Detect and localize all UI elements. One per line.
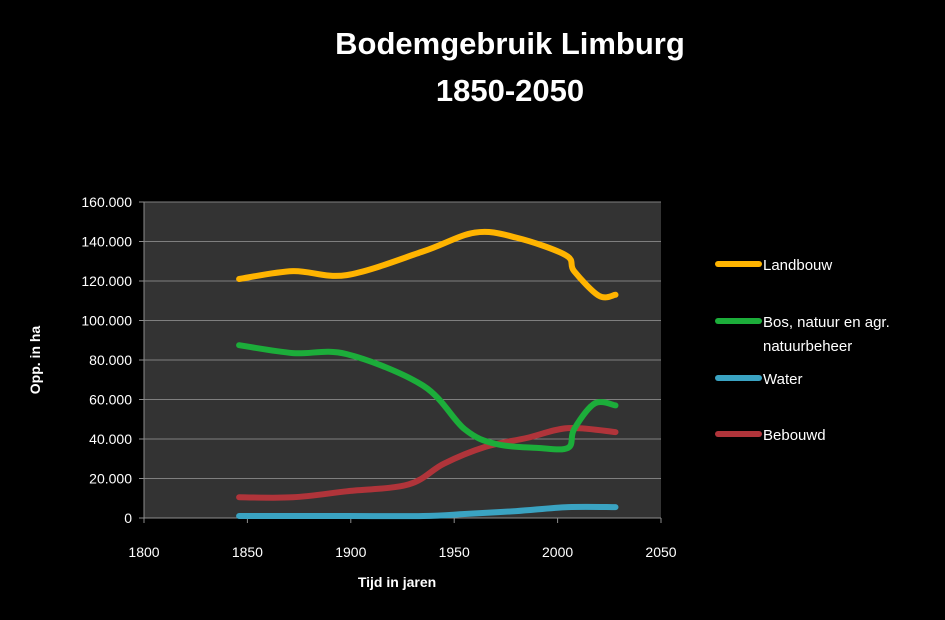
chart-title: Bodemgebruik Limburg 1850-2050 — [335, 26, 685, 108]
series-line-bebouwd — [236, 424, 619, 501]
x-tick-label: 2000 — [542, 544, 573, 560]
legend-label: Water — [763, 371, 802, 388]
legend-item-landbouw: Landbouw — [715, 257, 832, 274]
x-tick-label: 1850 — [232, 544, 263, 560]
y-tick-label: 80.000 — [89, 352, 132, 368]
series-line-water — [236, 503, 619, 520]
x-tick-label: 2050 — [645, 544, 676, 560]
y-tick-label: 20.000 — [89, 471, 132, 487]
y-tick-label: 160.000 — [81, 194, 132, 210]
gridlines — [139, 201, 661, 519]
y-tick-label: 120.000 — [81, 273, 132, 289]
x-axis-title: Tijd in jaren — [358, 574, 436, 590]
y-tick-label: 140.000 — [81, 234, 132, 250]
series-lines — [236, 228, 619, 520]
title-line-1: Bodemgebruik Limburg — [335, 26, 685, 61]
legend-item-water: Water — [715, 371, 802, 388]
legend-label: Bebouwd — [763, 427, 826, 444]
y-tick-label: 0 — [124, 510, 132, 526]
y-tick-label: 40.000 — [89, 431, 132, 447]
y-tick-labels: 0 20.000 40.000 60.000 80.000 100.000 120.000 1… — [81, 194, 132, 526]
y-tick-label: 60.000 — [89, 392, 132, 408]
legend-label: Bos, natuur en agr. — [763, 314, 890, 331]
x-tick-label: 1900 — [335, 544, 366, 560]
y-tick-label: 100.000 — [81, 313, 132, 329]
title-line-2: 1850-2050 — [436, 73, 584, 108]
x-tick-labels: 1800 1850 1900 1950 2000 2050 — [128, 544, 676, 560]
x-tick-label: 1950 — [439, 544, 470, 560]
series-line-landbouw — [236, 228, 619, 301]
x-tick-label: 1800 — [128, 544, 159, 560]
y-axis-title: Opp. in ha — [27, 326, 43, 395]
legend: Landbouw Bos, natuur en agr. natuurbeheer W… — [715, 257, 890, 444]
legend-item-bos-natuur-en-agr: Bos, natuur en agr. natuurbeheer — [715, 314, 890, 355]
legend-label: natuurbeheer — [763, 338, 852, 355]
legend-label: Landbouw — [763, 257, 832, 274]
legend-item-bebouwd: Bebouwd — [715, 427, 826, 444]
series-line-bos-natuur-en-agr — [236, 342, 619, 453]
